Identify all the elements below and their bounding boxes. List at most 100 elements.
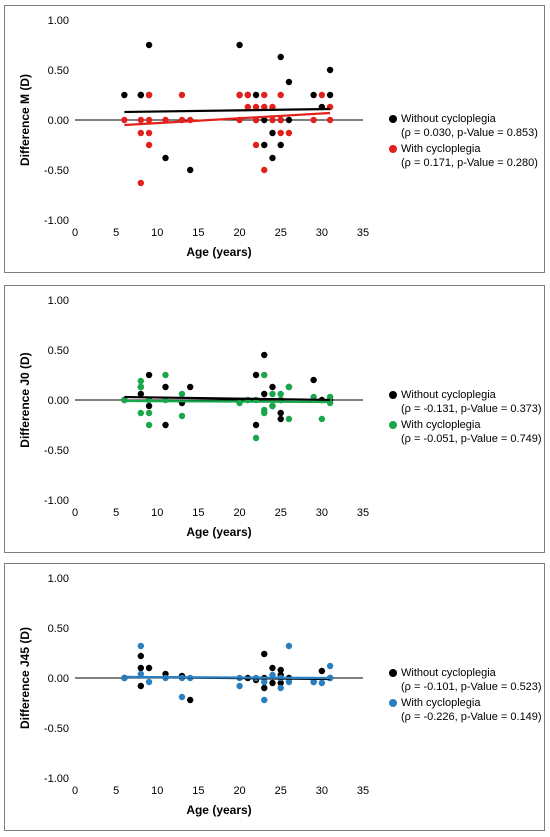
- point-with-cycloplegia: [252, 103, 260, 111]
- point-with-cycloplegia: [261, 103, 268, 111]
- point-with-cycloplegia: [252, 141, 260, 149]
- point-without-cycloplegia: [162, 383, 169, 391]
- point-with-cycloplegia: [269, 671, 276, 679]
- x-tick-label: 35: [357, 227, 369, 239]
- y-tick-label: 0.50: [48, 623, 69, 635]
- point-with-cycloplegia: [236, 91, 243, 99]
- point-without-cycloplegia: [269, 129, 276, 137]
- point-without-cycloplegia: [261, 351, 268, 359]
- x-axis-label: Age (years): [186, 803, 251, 817]
- point-with-cycloplegia: [285, 678, 293, 686]
- point-without-cycloplegia: [252, 91, 260, 99]
- legend-label-without: Without cycloplegia: [401, 389, 496, 401]
- point-with-cycloplegia: [326, 662, 334, 670]
- legend-stat-without: (ρ = -0.131, p-Value = 0.373): [401, 403, 542, 415]
- chart-panel-m: 1.00 0.50 0.00 -0.50 -1.00 0 5 10 15 20 25 30 35 Age …: [4, 5, 545, 273]
- point-without-cycloplegia: [269, 383, 276, 391]
- point-with-cycloplegia: [137, 409, 145, 417]
- legend-stat-with: (ρ = -0.226, p-Value = 0.149): [401, 711, 542, 723]
- x-tick-label: 0: [72, 785, 78, 797]
- point-without-cycloplegia: [269, 679, 276, 687]
- point-without-cycloplegia: [277, 141, 284, 149]
- point-with-cycloplegia: [310, 116, 317, 124]
- x-tick-label: 10: [151, 507, 163, 519]
- chart-panel-j45: 1.00 0.50 0.00 -0.50 -1.00 0 5 10 15 20 25 30 35 Age …: [4, 563, 545, 831]
- point-with-cycloplegia: [145, 129, 153, 137]
- point-with-cycloplegia: [178, 390, 186, 398]
- point-without-cycloplegia: [252, 421, 260, 429]
- x-tick-label: 20: [233, 507, 245, 519]
- point-without-cycloplegia: [145, 402, 153, 410]
- point-with-cycloplegia: [137, 116, 145, 124]
- legend-j45: Without cycloplegia (ρ = -0.101, p-Value…: [387, 666, 542, 726]
- point-without-cycloplegia: [121, 91, 128, 99]
- point-without-cycloplegia: [145, 371, 153, 379]
- point-with-cycloplegia: [145, 421, 153, 429]
- point-without-cycloplegia: [261, 390, 268, 398]
- point-with-cycloplegia: [252, 434, 260, 442]
- chart-m-svg: 1.00 0.50 0.00 -0.50 -1.000 5 10 15 20 25 30 35 Age …: [18, 15, 369, 259]
- y-tick-label: 0.00: [48, 115, 69, 127]
- trendline-with-cycloplegia: [124, 111, 331, 127]
- legend-stat-with: (ρ = -0.051, p-Value = 0.749): [401, 433, 542, 445]
- point-with-cycloplegia: [261, 696, 268, 704]
- point-with-cycloplegia: [137, 129, 145, 137]
- legend-item-without: Without cycloplegia (ρ = 0.030, p-Value …: [387, 112, 538, 140]
- x-tick-label: 15: [192, 507, 204, 519]
- legend-m: Without cycloplegia (ρ = 0.030, p-Value …: [387, 112, 538, 172]
- point-with-cycloplegia: [261, 678, 268, 686]
- x-tick-label: 0: [72, 507, 78, 519]
- point-with-cycloplegia: [277, 129, 284, 137]
- point-without-cycloplegia: [252, 371, 260, 379]
- point-with-cycloplegia: [285, 129, 293, 137]
- point-with-cycloplegia: [121, 116, 128, 124]
- x-tick-label: 5: [113, 227, 119, 239]
- y-axis-label: Difference J45 (D): [18, 627, 32, 729]
- point-without-cycloplegia: [187, 166, 194, 174]
- point-with-cycloplegia: [244, 103, 251, 111]
- chart-j45-svg: 1.00 0.50 0.00 -0.50 -1.000 5 10 15 20 25 30 35 Age …: [18, 573, 369, 817]
- chart-panel-j0: 1.00 0.50 0.00 -0.50 -1.00 0 5 10 15 20 25 30 35 Age …: [4, 285, 545, 553]
- point-without-cycloplegia: [187, 383, 194, 391]
- legend-dot-with: [389, 421, 397, 429]
- point-with-cycloplegia: [236, 682, 243, 690]
- point-without-cycloplegia: [137, 664, 145, 672]
- point-with-cycloplegia: [162, 371, 169, 379]
- y-tick-label: -0.50: [44, 445, 69, 457]
- point-without-cycloplegia: [326, 91, 334, 99]
- point-with-cycloplegia: [145, 141, 153, 149]
- point-with-cycloplegia: [145, 116, 153, 124]
- point-with-cycloplegia: [261, 371, 268, 379]
- x-tick-label: 30: [316, 507, 328, 519]
- y-tick-label: 1.00: [48, 15, 69, 27]
- trendline-without-cycloplegia: [124, 107, 331, 114]
- point-without-cycloplegia: [137, 390, 145, 398]
- y-tick-label: 0.00: [48, 673, 69, 685]
- x-axis-label: Age (years): [186, 245, 251, 259]
- x-tick-label: 25: [275, 785, 287, 797]
- y-axis-label: Difference M (D): [18, 74, 32, 166]
- legend-dot-with: [389, 145, 397, 153]
- x-tick-label: 15: [192, 785, 204, 797]
- point-with-cycloplegia: [137, 670, 145, 678]
- point-with-cycloplegia: [310, 678, 317, 686]
- legend-label-without: Without cycloplegia: [401, 113, 496, 125]
- y-tick-label: 0.50: [48, 65, 69, 77]
- point-with-cycloplegia: [145, 409, 153, 417]
- legend-label-without: Without cycloplegia: [401, 667, 496, 679]
- y-tick-label: -0.50: [44, 723, 69, 735]
- y-tick-label: -0.50: [44, 165, 69, 177]
- point-without-cycloplegia: [137, 682, 145, 690]
- point-without-cycloplegia: [326, 66, 334, 74]
- point-without-cycloplegia: [261, 141, 268, 149]
- point-with-cycloplegia: [269, 390, 276, 398]
- point-without-cycloplegia: [261, 116, 268, 124]
- point-with-cycloplegia: [244, 91, 251, 99]
- x-tick-label: 15: [192, 227, 204, 239]
- point-with-cycloplegia: [261, 409, 268, 417]
- x-tick-label: 30: [316, 227, 328, 239]
- trendline-without-cycloplegia: [124, 395, 331, 402]
- trendline-with-cycloplegia: [124, 675, 331, 680]
- point-with-cycloplegia: [285, 642, 293, 650]
- point-without-cycloplegia: [277, 409, 284, 417]
